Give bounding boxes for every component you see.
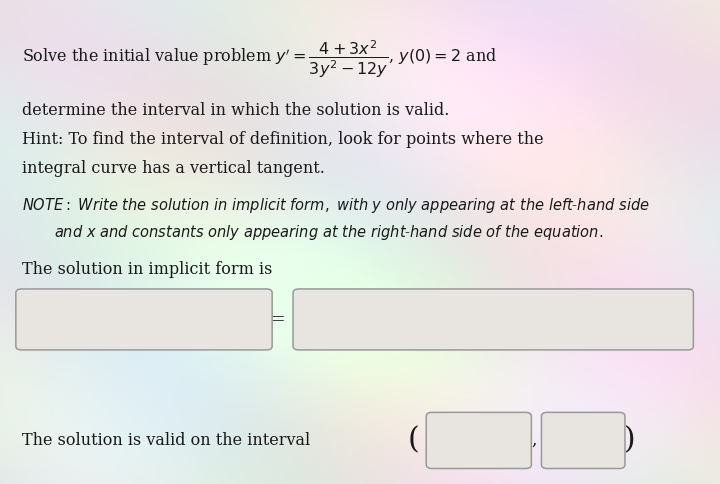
- Text: Hint: To find the interval of definition, look for points where the: Hint: To find the interval of definition…: [22, 131, 543, 148]
- Text: $\it{NOTE}$$\it{:}$ $\it{Write\ the\ solution\ in\ implicit\ form,\ with}$ $\it{: $\it{NOTE}$$\it{:}$ $\it{Write\ the\ sol…: [22, 196, 649, 215]
- Text: $\it{and}$ $\it{x}$ $\it{and\ constants\ only\ appearing\ at\ the\ right}$-$\it{: $\it{and}$ $\it{x}$ $\it{and\ constants\…: [54, 223, 603, 242]
- Text: integral curve has a vertical tangent.: integral curve has a vertical tangent.: [22, 160, 325, 177]
- Text: ,: ,: [531, 432, 537, 449]
- Text: The solution is valid on the interval: The solution is valid on the interval: [22, 432, 310, 449]
- FancyBboxPatch shape: [426, 412, 531, 469]
- FancyBboxPatch shape: [541, 412, 625, 469]
- Text: (: (: [408, 426, 420, 454]
- Text: =: =: [270, 311, 284, 328]
- FancyBboxPatch shape: [16, 289, 272, 350]
- Text: The solution in implicit form is: The solution in implicit form is: [22, 261, 272, 278]
- Text: determine the interval in which the solution is valid.: determine the interval in which the solu…: [22, 102, 449, 119]
- FancyBboxPatch shape: [293, 289, 693, 350]
- Text: Solve the initial value problem $y' = \dfrac{4 + 3x^2}{3y^2 - 12y}$, $y(0) = 2$ : Solve the initial value problem $y' = \d…: [22, 39, 497, 80]
- Text: ): ): [624, 426, 636, 454]
